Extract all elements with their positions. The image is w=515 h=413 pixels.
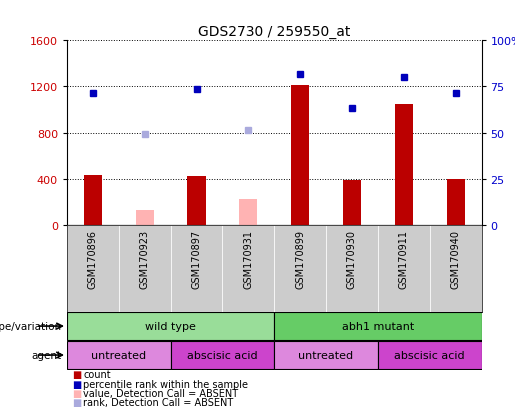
Bar <box>239 200 258 225</box>
Bar <box>326 225 378 312</box>
Text: GSM170911: GSM170911 <box>399 230 409 288</box>
Bar <box>84 176 102 225</box>
Bar <box>67 225 119 312</box>
Text: untreated: untreated <box>91 350 146 360</box>
Text: GSM170923: GSM170923 <box>140 230 150 288</box>
Bar <box>291 86 309 225</box>
Text: untreated: untreated <box>299 350 354 360</box>
Bar <box>135 210 154 225</box>
Bar <box>378 341 482 369</box>
Bar <box>170 341 274 369</box>
Text: wild type: wild type <box>145 321 196 331</box>
Text: abh1 mutant: abh1 mutant <box>342 321 414 331</box>
Bar <box>378 225 430 312</box>
Text: GSM170930: GSM170930 <box>347 230 357 288</box>
Bar <box>447 179 465 225</box>
Text: ■: ■ <box>72 379 81 389</box>
Text: GSM170931: GSM170931 <box>243 230 253 288</box>
Bar <box>394 104 413 225</box>
Bar <box>170 225 222 312</box>
Bar <box>343 180 361 225</box>
Text: percentile rank within the sample: percentile rank within the sample <box>83 379 248 389</box>
Text: value, Detection Call = ABSENT: value, Detection Call = ABSENT <box>83 388 238 398</box>
Text: GSM170940: GSM170940 <box>451 230 460 288</box>
Text: ■: ■ <box>72 388 81 398</box>
Text: genotype/variation: genotype/variation <box>0 321 62 331</box>
Bar <box>274 312 482 340</box>
Bar <box>274 225 326 312</box>
Bar <box>67 341 170 369</box>
Bar <box>430 225 482 312</box>
Bar <box>222 225 274 312</box>
Text: GSM170897: GSM170897 <box>192 230 201 288</box>
Text: agent: agent <box>32 350 62 360</box>
Text: ■: ■ <box>72 370 81 380</box>
Text: GSM170896: GSM170896 <box>88 230 98 288</box>
Bar <box>67 312 274 340</box>
Bar <box>119 225 170 312</box>
Title: GDS2730 / 259550_at: GDS2730 / 259550_at <box>198 25 350 39</box>
Text: count: count <box>83 370 111 380</box>
Bar <box>274 341 378 369</box>
Text: GSM170899: GSM170899 <box>295 230 305 288</box>
Text: abscisic acid: abscisic acid <box>187 350 258 360</box>
Bar <box>187 177 205 225</box>
Text: rank, Detection Call = ABSENT: rank, Detection Call = ABSENT <box>83 397 234 407</box>
Text: ■: ■ <box>72 397 81 407</box>
Text: abscisic acid: abscisic acid <box>394 350 465 360</box>
